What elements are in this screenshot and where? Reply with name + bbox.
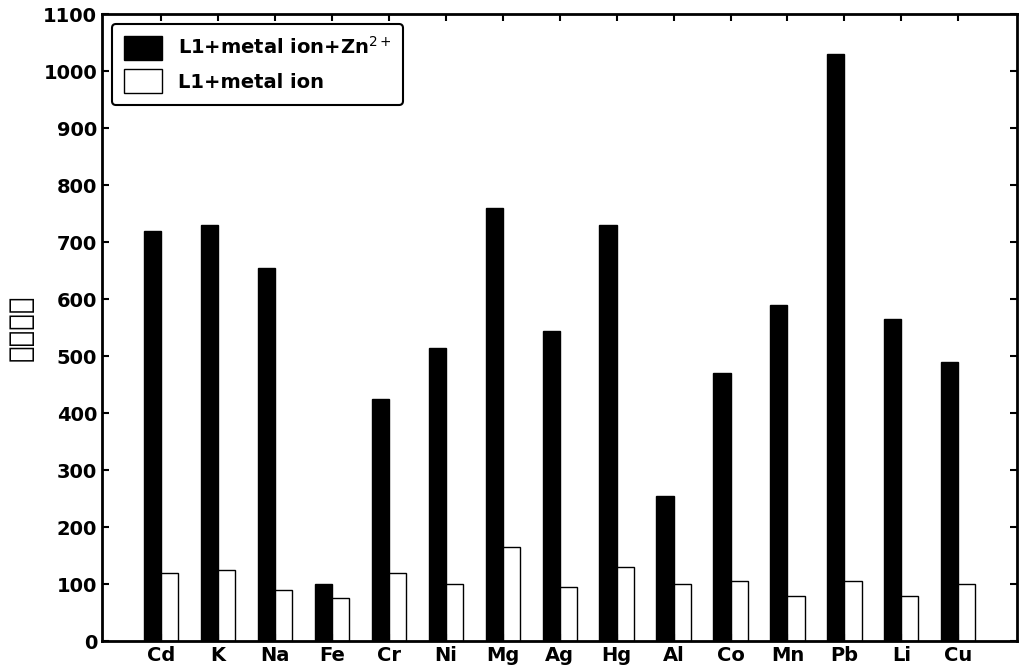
Bar — [485, 208, 503, 641]
Bar — [885, 319, 901, 641]
Legend: L1+metal ion+Zn$^{2+}$, L1+metal ion: L1+metal ion+Zn$^{2+}$, L1+metal ion — [112, 24, 403, 105]
Bar — [332, 599, 349, 641]
Bar — [161, 573, 178, 641]
Bar — [656, 496, 674, 641]
Bar — [143, 231, 161, 641]
Bar — [389, 573, 406, 641]
Bar — [674, 584, 690, 641]
Bar — [714, 374, 730, 641]
Bar — [372, 399, 389, 641]
Bar — [314, 584, 332, 641]
Bar — [543, 331, 559, 641]
Bar — [845, 581, 861, 641]
Bar — [503, 547, 520, 641]
Bar — [274, 590, 292, 641]
Bar — [445, 584, 463, 641]
Bar — [429, 348, 445, 641]
Bar — [559, 587, 577, 641]
Bar — [218, 570, 234, 641]
Bar — [770, 305, 787, 641]
Bar — [616, 567, 634, 641]
Bar — [958, 584, 976, 641]
Bar — [201, 225, 218, 641]
Bar — [258, 268, 274, 641]
Bar — [599, 225, 616, 641]
Bar — [901, 595, 919, 641]
Bar — [730, 581, 748, 641]
Bar — [941, 362, 958, 641]
Bar — [827, 54, 845, 641]
Bar — [787, 595, 805, 641]
Y-axis label: 荧光强度: 荧光强度 — [7, 294, 35, 361]
